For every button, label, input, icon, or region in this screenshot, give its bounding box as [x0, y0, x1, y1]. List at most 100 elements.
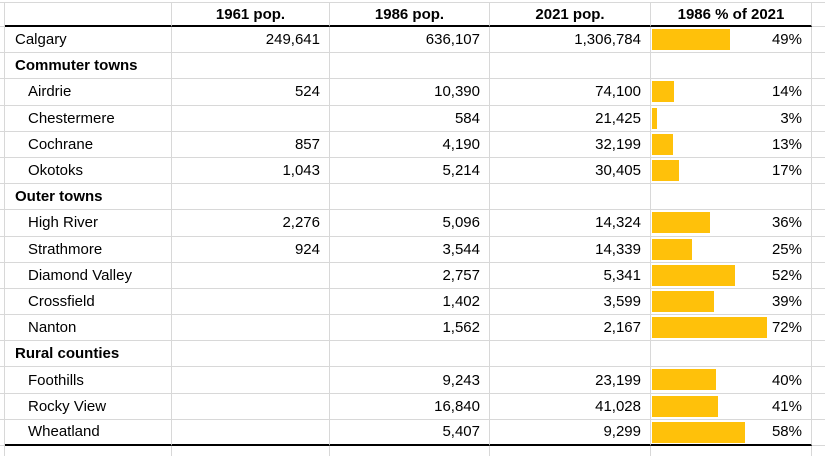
pop-1961-cell[interactable]: 857 [172, 131, 330, 158]
pop-2021-cell[interactable]: 9,299 [490, 419, 651, 446]
pop-2021-cell[interactable]: 14,324 [490, 210, 651, 237]
place-name-cell[interactable]: Airdrie [5, 79, 172, 106]
pop-1961-cell[interactable] [172, 184, 330, 211]
pop-1986-cell[interactable]: 5,096 [330, 210, 490, 237]
pop-1986-cell[interactable]: 3,544 [330, 236, 490, 263]
header-1986-pct-of-2021[interactable]: 1986 % of 2021 [651, 3, 812, 27]
pop-1986-cell[interactable] [330, 53, 490, 80]
place-name-cell[interactable]: Calgary [5, 27, 172, 54]
pop-1961-cell[interactable]: 524 [172, 79, 330, 106]
data-row: Airdrie 524 10,390 74,100 14% [0, 79, 825, 106]
place-name-cell[interactable]: Foothills [5, 367, 172, 394]
pop-1961-cell[interactable]: 2,276 [172, 210, 330, 237]
pct-1986-of-2021-cell[interactable] [651, 53, 812, 80]
pop-1961-cell[interactable] [172, 262, 330, 289]
pop-2021-cell[interactable] [490, 184, 651, 211]
pop-1961-cell[interactable] [172, 419, 330, 446]
pop-2021-cell[interactable] [490, 341, 651, 368]
place-name-cell[interactable]: Rocky View [5, 393, 172, 420]
pop-1986-cell[interactable]: 4,190 [330, 131, 490, 158]
pop-1961-cell[interactable] [172, 393, 330, 420]
pct-1986-of-2021-cell[interactable]: 13% [651, 131, 812, 158]
place-name-cell[interactable]: Nanton [5, 315, 172, 342]
left-margin-cell [0, 367, 5, 394]
pop-2021-cell[interactable]: 41,028 [490, 393, 651, 420]
right-margin-cell [812, 341, 825, 368]
pop-1961-cell[interactable] [172, 105, 330, 132]
pct-1986-of-2021-cell[interactable] [651, 184, 812, 211]
pct-1986-of-2021-cell[interactable]: 40% [651, 367, 812, 394]
pop-1986-cell[interactable]: 1,562 [330, 315, 490, 342]
pct-1986-of-2021-cell[interactable]: 49% [651, 27, 812, 54]
pct-1986-of-2021-cell[interactable]: 58% [651, 419, 812, 446]
percent-value: 39% [771, 292, 802, 310]
pop-2021-cell[interactable]: 74,100 [490, 79, 651, 106]
pop-1961-cell[interactable] [172, 315, 330, 342]
pct-1986-of-2021-cell[interactable]: 17% [651, 157, 812, 185]
pop-2021-cell[interactable]: 23,199 [490, 367, 651, 394]
pop-1986-cell[interactable]: 16,840 [330, 393, 490, 420]
pop-1986-cell[interactable] [330, 341, 490, 368]
place-name-cell[interactable]: Rural counties [5, 341, 172, 368]
empty-cell[interactable] [490, 446, 651, 456]
place-name-cell[interactable]: Okotoks [5, 157, 172, 185]
pop-1961-cell[interactable]: 249,641 [172, 27, 330, 54]
percent-data-bar [652, 395, 718, 417]
pop-1986-cell[interactable]: 9,243 [330, 367, 490, 394]
pop-2021-cell[interactable] [490, 53, 651, 80]
pop-2021-cell[interactable]: 14,339 [490, 236, 651, 263]
place-name-cell[interactable]: Chestermere [5, 105, 172, 132]
pop-1986-cell[interactable]: 5,407 [330, 419, 490, 446]
pct-1986-of-2021-cell[interactable]: 41% [651, 393, 812, 420]
header-2021-pop[interactable]: 2021 pop. [490, 3, 651, 27]
empty-cell[interactable] [5, 446, 172, 456]
pop-2021-cell[interactable]: 3,599 [490, 288, 651, 316]
place-name-cell[interactable]: Cochrane [5, 131, 172, 158]
pop-1986-cell[interactable]: 584 [330, 105, 490, 132]
pop-1986-cell[interactable] [330, 184, 490, 211]
empty-cell[interactable] [330, 446, 490, 456]
pop-1986-cell[interactable]: 2,757 [330, 262, 490, 289]
pct-1986-of-2021-cell[interactable]: 72% [651, 315, 812, 342]
pct-1986-of-2021-cell[interactable]: 39% [651, 288, 812, 316]
pop-1961-cell[interactable] [172, 288, 330, 316]
place-header-cell[interactable] [5, 3, 172, 27]
pct-1986-of-2021-cell[interactable] [651, 341, 812, 368]
place-name-cell[interactable]: Strathmore [5, 236, 172, 263]
empty-cell[interactable] [172, 446, 330, 456]
pop-2021-cell[interactable]: 1,306,784 [490, 27, 651, 54]
pop-1986-cell[interactable]: 5,214 [330, 157, 490, 185]
header-1986-pop[interactable]: 1986 pop. [330, 3, 490, 27]
percent-data-bar [652, 81, 675, 103]
pop-2021-cell[interactable]: 30,405 [490, 157, 651, 185]
place-name-cell[interactable]: Crossfield [5, 288, 172, 316]
pop-2021-cell[interactable]: 21,425 [490, 105, 651, 132]
header-1961-pop[interactable]: 1961 pop. [172, 3, 330, 27]
pct-1986-of-2021-cell[interactable]: 52% [651, 262, 812, 289]
pop-1986-cell[interactable]: 1,402 [330, 288, 490, 316]
place-name-cell[interactable]: High River [5, 210, 172, 237]
pop-2021-cell[interactable]: 2,167 [490, 315, 651, 342]
place-name-cell[interactable]: Diamond Valley [5, 262, 172, 289]
pop-2021-cell[interactable]: 5,341 [490, 262, 651, 289]
pct-1986-of-2021-cell[interactable]: 36% [651, 210, 812, 237]
header-row: 1961 pop. 1986 pop. 2021 pop. 1986 % of … [0, 2, 825, 27]
pct-1986-of-2021-cell[interactable]: 3% [651, 105, 812, 132]
percent-value: 49% [771, 31, 802, 49]
pop-2021-cell[interactable]: 32,199 [490, 131, 651, 158]
pct-1986-of-2021-cell[interactable]: 25% [651, 236, 812, 263]
place-name-cell[interactable]: Commuter towns [5, 53, 172, 80]
place-name-cell[interactable]: Wheatland [5, 419, 172, 446]
pct-1986-of-2021-cell[interactable]: 14% [651, 79, 812, 106]
pop-1986-cell[interactable]: 636,107 [330, 27, 490, 54]
empty-cell[interactable] [651, 446, 812, 456]
pop-1961-cell[interactable]: 1,043 [172, 157, 330, 185]
pop-1961-cell[interactable] [172, 53, 330, 80]
pop-1961-cell[interactable] [172, 367, 330, 394]
left-margin-cell [0, 288, 5, 316]
place-name-cell[interactable]: Outer towns [5, 184, 172, 211]
pop-1961-cell[interactable]: 924 [172, 236, 330, 263]
pop-1961-cell[interactable] [172, 341, 330, 368]
pop-1986-cell[interactable]: 10,390 [330, 79, 490, 106]
data-row: Diamond Valley 2,757 5,341 52% [0, 262, 825, 289]
